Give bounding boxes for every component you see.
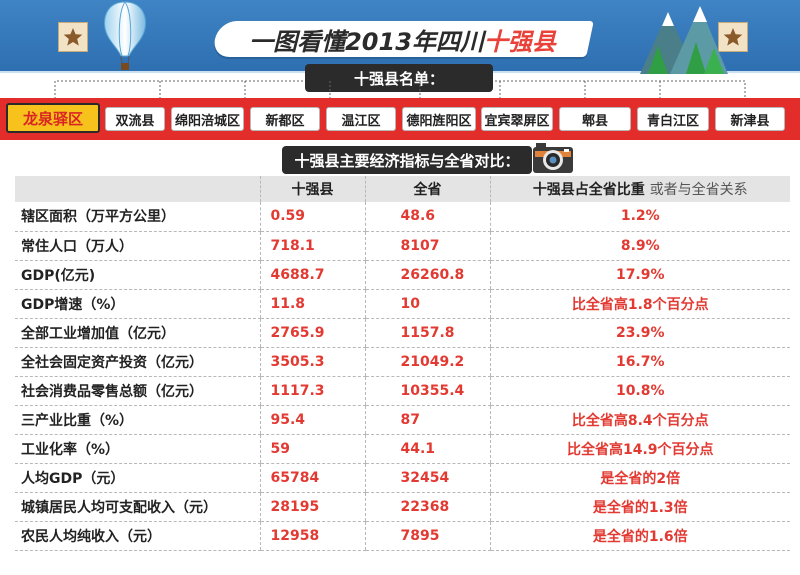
hot-air-balloon-icon [104,1,146,70]
share-header-note: 或者与全省关系 [649,182,748,198]
province-value: 44.1 [364,434,490,464]
camera-icon [533,143,573,173]
indicator-table: 十强县 全省 十强县占全省比重 或者与全省关系 辖区面积（万平方公里） 0.59 4… [15,176,790,551]
county-chip: 郫县 [559,107,631,131]
share-value: 1.2% [489,202,790,232]
share-value: 是全省的1.3倍 [489,492,790,522]
table-row: 全社会固定资产投资（亿元） 3505.3 21049.2 16.7% [15,347,790,377]
connector-lines [54,80,746,103]
top-ten-value: 0.59 [259,202,365,232]
share-value: 比全省高14.9个百分点 [489,434,790,464]
share-value: 是全省的2倍 [489,463,790,493]
table-row: 人均GDP（元） 65784 32454 是全省的2倍 [15,463,790,493]
province-value: 8107 [364,231,490,261]
top-ten-value: 718.1 [259,231,365,261]
county-chip: 宜宾翠屏区 [481,107,553,131]
province-value: 10 [364,289,490,319]
share-value: 16.7% [489,347,790,377]
share-header-label: 十强县占全省比重 [532,182,645,198]
county-chip: 绵阳涪城区 [171,107,244,131]
top-ten-value: 3505.3 [259,347,365,377]
page-title: 一图看懂2013年四川十强县 [249,28,556,56]
indicator-label: 城镇居民人均可支配收入（元） [15,492,260,522]
table-row: 工业化率（%） 59 44.1 比全省高14.9个百分点 [15,434,790,464]
county-chip: 新津县 [715,107,785,131]
star-icon [58,22,88,52]
top-ten-value: 4688.7 [259,260,365,290]
indicator-label: 全部工业增加值（亿元） [15,318,260,348]
star-icon [718,22,748,52]
indicator-label: 工业化率（%） [15,434,260,464]
county-chip: 德阳旌阳区 [402,107,476,131]
mountains-icon [640,6,728,74]
share-value: 10.8% [489,376,790,406]
province-value: 21049.2 [364,347,490,377]
table-heading: 十强县主要经济指标与全省对比： [282,146,532,174]
indicator-label: 全社会固定资产投资（亿元） [15,347,260,377]
county-chip: 温江区 [326,107,396,131]
table-row: 常住人口（万人） 718.1 8107 8.9% [15,231,790,261]
province-value: 10355.4 [364,376,490,406]
indicator-label: 三产业比重（%） [15,405,260,435]
table-row: GDP增速（%） 11.8 10 比全省高1.8个百分点 [15,289,790,319]
indicator-label: 人均GDP（元） [15,463,260,493]
top-ten-value: 1117.3 [259,376,365,406]
top-ten-value: 65784 [259,463,365,493]
county-chip: 龙泉驿区 [6,103,100,133]
indicator-label: 农民人均纯收入（元） [15,521,260,551]
share-value: 比全省高1.8个百分点 [489,289,790,319]
province-value: 7895 [364,521,490,551]
province-value: 26260.8 [364,260,490,290]
table-row: 辖区面积（万平方公里） 0.59 48.6 1.2% [15,202,790,232]
share-value: 是全省的1.6倍 [489,521,790,551]
table-row: 全部工业增加值（亿元） 2765.9 1157.8 23.9% [15,318,790,348]
county-chip: 双流县 [105,107,165,131]
table-header-cell: 全省 [364,176,490,202]
top-ten-value: 95.4 [259,405,365,435]
table-header-cell [15,176,260,202]
county-chip: 青白江区 [637,107,709,131]
table-row: 三产业比重（%） 95.4 87 比全省高8.4个百分点 [15,405,790,435]
table-row: 农民人均纯收入（元） 12958 7895 是全省的1.6倍 [15,521,790,551]
top-ten-value: 11.8 [259,289,365,319]
share-value: 23.9% [489,318,790,348]
county-list-heading: 十强县名单： [305,64,493,92]
province-value: 48.6 [364,202,490,232]
table-header-cell: 十强县 [259,176,365,202]
indicator-label: GDP增速（%） [15,289,260,319]
table-row: 城镇居民人均可支配收入（元） 28195 22368 是全省的1.3倍 [15,492,790,522]
indicator-label: GDP(亿元) [15,260,260,290]
indicator-label: 常住人口（万人） [15,231,260,261]
share-value: 8.9% [489,231,790,261]
province-value: 32454 [364,463,490,493]
province-value: 22368 [364,492,490,522]
share-value: 17.9% [489,260,790,290]
county-chip: 新都区 [250,107,320,131]
top-ten-value: 28195 [259,492,365,522]
indicator-label: 社会消费品零售总额（亿元） [15,376,260,406]
table-header-row: 十强县 全省 十强县占全省比重 或者与全省关系 [15,176,790,202]
table-row: 社会消费品零售总额（亿元） 1117.3 10355.4 10.8% [15,376,790,406]
top-ten-value: 2765.9 [259,318,365,348]
share-value: 比全省高8.4个百分点 [489,405,790,435]
top-ten-value: 59 [259,434,365,464]
table-header-cell: 十强县占全省比重 或者与全省关系 [489,176,790,202]
table-row: GDP(亿元) 4688.7 26260.8 17.9% [15,260,790,290]
indicator-label: 辖区面积（万平方公里） [15,202,260,232]
province-value: 87 [364,405,490,435]
province-value: 1157.8 [364,318,490,348]
top-ten-value: 12958 [259,521,365,551]
